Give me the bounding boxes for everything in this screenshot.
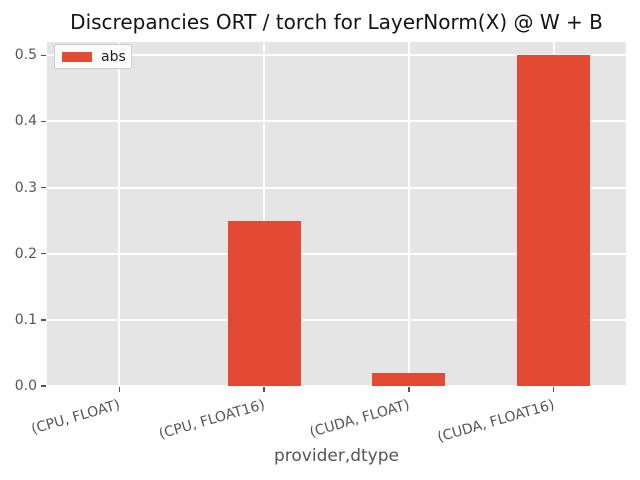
plot-area — [47, 42, 626, 387]
y-tick-mark — [41, 186, 46, 189]
gridline-vertical — [118, 42, 121, 386]
x-tick-label: (CPU, FLOAT16) — [157, 397, 267, 443]
x-tick-mark — [408, 387, 410, 392]
legend-label-abs: abs — [101, 48, 126, 65]
x-tick-label: (CUDA, FLOAT16) — [435, 397, 557, 446]
x-tick-mark — [118, 387, 121, 392]
y-tick-mark — [41, 54, 46, 56]
gridline-vertical — [407, 42, 410, 386]
x-tick-mark — [263, 387, 265, 392]
y-tick-mark — [41, 319, 46, 321]
legend: abs — [54, 44, 132, 69]
gridline-horizontal — [47, 318, 626, 321]
x-axis-label: provider,dtype — [273, 446, 399, 466]
x-tick-mark — [552, 387, 555, 392]
legend-swatch-abs — [62, 51, 92, 62]
gridline-vertical — [263, 42, 266, 386]
y-tick-label: 0.4 — [14, 113, 37, 130]
x-tick-label: (CUDA, FLOAT) — [307, 397, 412, 441]
gridline-horizontal — [47, 186, 626, 189]
gridline-horizontal — [47, 120, 626, 123]
y-tick-mark — [41, 120, 46, 123]
y-tick-label: 0.0 — [14, 378, 37, 394]
y-tick-mark — [41, 385, 46, 387]
y-tick-label: 0.3 — [14, 179, 37, 196]
y-tick-mark — [41, 252, 46, 255]
gridline-horizontal — [47, 385, 626, 387]
bar-(CUDA, FLOAT16) — [517, 55, 591, 386]
y-tick-label: 0.2 — [14, 245, 37, 262]
bar-(CPU, FLOAT16) — [227, 220, 301, 386]
bar-(CUDA, FLOAT) — [372, 372, 446, 386]
y-tick-label: 0.1 — [14, 311, 37, 328]
y-tick-label: 0.5 — [14, 47, 37, 64]
gridline-horizontal — [47, 54, 626, 57]
x-tick-label: (CPU, FLOAT) — [29, 397, 122, 438]
gridline-horizontal — [47, 252, 626, 255]
chart-title: Discrepancies ORT / torch for LayerNorm(… — [70, 10, 603, 34]
